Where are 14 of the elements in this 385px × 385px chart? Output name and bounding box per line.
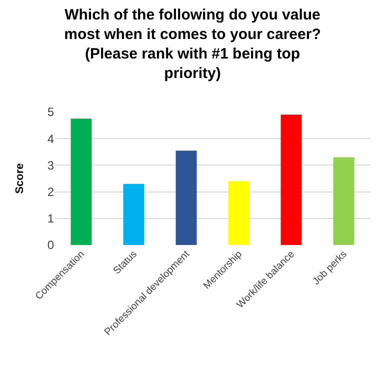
- y-tick-label: 0: [47, 238, 54, 252]
- bar: [70, 118, 92, 245]
- y-tick-label: 3: [47, 158, 54, 172]
- bar: [333, 157, 354, 245]
- y-tick-label: 2: [47, 185, 54, 199]
- y-tick-label: 4: [47, 132, 54, 146]
- bar: [176, 150, 197, 245]
- y-tick-label: 1: [47, 212, 54, 226]
- y-axis-title: Score: [14, 163, 26, 194]
- y-tick-label: 5: [47, 105, 54, 120]
- bar: [280, 114, 302, 245]
- chart-title: Which of the following do you value most when it comes to your career? (Please rank with #1 being top priority): [64, 6, 321, 82]
- bar: [123, 184, 144, 245]
- bar: [228, 181, 250, 245]
